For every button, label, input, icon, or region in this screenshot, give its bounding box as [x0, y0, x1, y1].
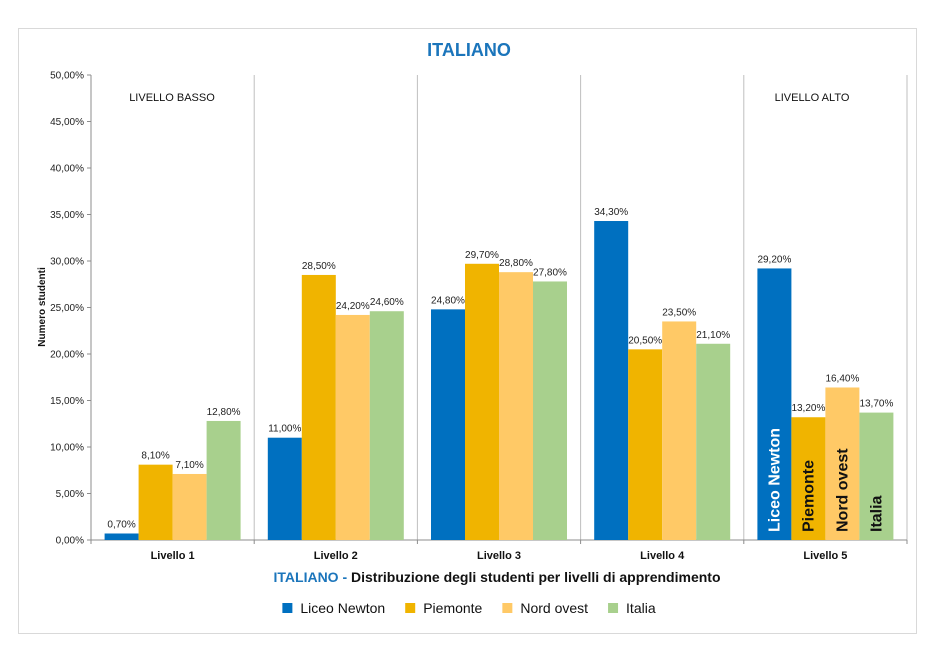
x-axis-title: ITALIANO - Distribuzione degli studenti … — [274, 569, 721, 585]
bar — [267, 437, 302, 540]
annotation-livello-basso: LIVELLO BASSO — [129, 92, 215, 104]
legend-swatch — [282, 603, 293, 613]
bar — [431, 309, 465, 540]
data-label: 29,70% — [465, 250, 499, 261]
x-axis-title-prefix: ITALIANO - — [274, 569, 352, 585]
bar — [465, 263, 499, 540]
y-tick-label: 45,00% — [50, 117, 84, 128]
y-tick-label: 40,00% — [50, 164, 84, 175]
data-label: 28,50% — [302, 261, 336, 272]
bar-series-name: Italia — [868, 495, 885, 532]
x-tick-label: Livello 4 — [640, 550, 685, 562]
data-label: 29,20% — [757, 254, 791, 265]
legend: Liceo Newton Piemonte Nord ovest Italia — [282, 600, 656, 616]
data-label: 24,60% — [370, 297, 404, 308]
y-tick-label: 50,00% — [50, 71, 84, 82]
bar — [594, 221, 629, 540]
bar — [791, 417, 826, 540]
data-label: 11,00% — [268, 424, 301, 435]
bar-series-name: Nord ovest — [834, 448, 851, 532]
x-tick-label: Livello 2 — [314, 550, 358, 562]
data-label: 7,10% — [175, 460, 203, 471]
bar — [825, 387, 860, 540]
data-label: 24,20% — [336, 301, 370, 312]
x-tick-label: Livello 1 — [151, 550, 195, 562]
data-label: 16,40% — [825, 373, 859, 384]
x-tick-label: Livello 5 — [803, 550, 847, 562]
legend-item-label: Liceo Newton — [300, 600, 385, 616]
bar — [369, 311, 404, 540]
bar-series-name: Liceo Newton — [766, 428, 783, 532]
x-axis-title-main: Distribuzione degli studenti per livelli… — [351, 569, 720, 585]
y-tick-label: 15,00% — [50, 396, 84, 407]
data-label: 21,10% — [696, 330, 730, 341]
data-label: 0,70% — [107, 519, 135, 530]
data-label: 13,70% — [859, 399, 893, 410]
bar — [757, 268, 792, 540]
bar — [138, 464, 173, 540]
y-tick-label: 25,00% — [50, 303, 84, 314]
data-label: 24,80% — [431, 295, 465, 306]
bar-series-name: Piemonte — [800, 460, 817, 532]
y-tick-label: 20,00% — [50, 350, 84, 361]
bar — [533, 281, 567, 540]
bar — [335, 314, 370, 540]
x-tick-label: Livello 3 — [477, 550, 521, 562]
bar — [206, 420, 241, 540]
data-label: 27,80% — [533, 267, 567, 278]
bar — [172, 473, 207, 540]
bar — [662, 321, 697, 540]
chart-title: ITALIANO — [427, 40, 511, 60]
y-tick-label: 5,00% — [56, 489, 84, 500]
bar — [499, 272, 533, 540]
legend-item-label: Italia — [626, 600, 656, 616]
legend-swatch — [502, 603, 513, 613]
data-label: 34,30% — [594, 207, 628, 218]
legend-swatch — [608, 603, 619, 613]
data-label: 28,80% — [499, 258, 533, 269]
data-label: 23,50% — [662, 307, 696, 318]
legend-item-label: Nord ovest — [520, 600, 588, 616]
y-tick-label: 30,00% — [50, 257, 84, 268]
data-label: 8,10% — [141, 451, 169, 462]
y-tick-label: 0,00% — [56, 536, 84, 547]
data-label: 20,50% — [628, 335, 662, 346]
legend-swatch — [405, 603, 416, 613]
y-tick-label: 35,00% — [50, 210, 84, 221]
legend-item-label: Piemonte — [423, 600, 482, 616]
data-label: 12,80% — [207, 407, 241, 418]
data-label: 13,20% — [791, 403, 825, 414]
bar — [859, 412, 894, 540]
bar — [301, 274, 336, 540]
bar — [696, 343, 731, 540]
bar — [104, 533, 139, 540]
y-tick-label: 10,00% — [50, 443, 84, 454]
bar — [628, 349, 663, 540]
annotation-livello-alto: LIVELLO ALTO — [775, 92, 850, 104]
y-axis-label: Numero studenti — [37, 267, 48, 347]
